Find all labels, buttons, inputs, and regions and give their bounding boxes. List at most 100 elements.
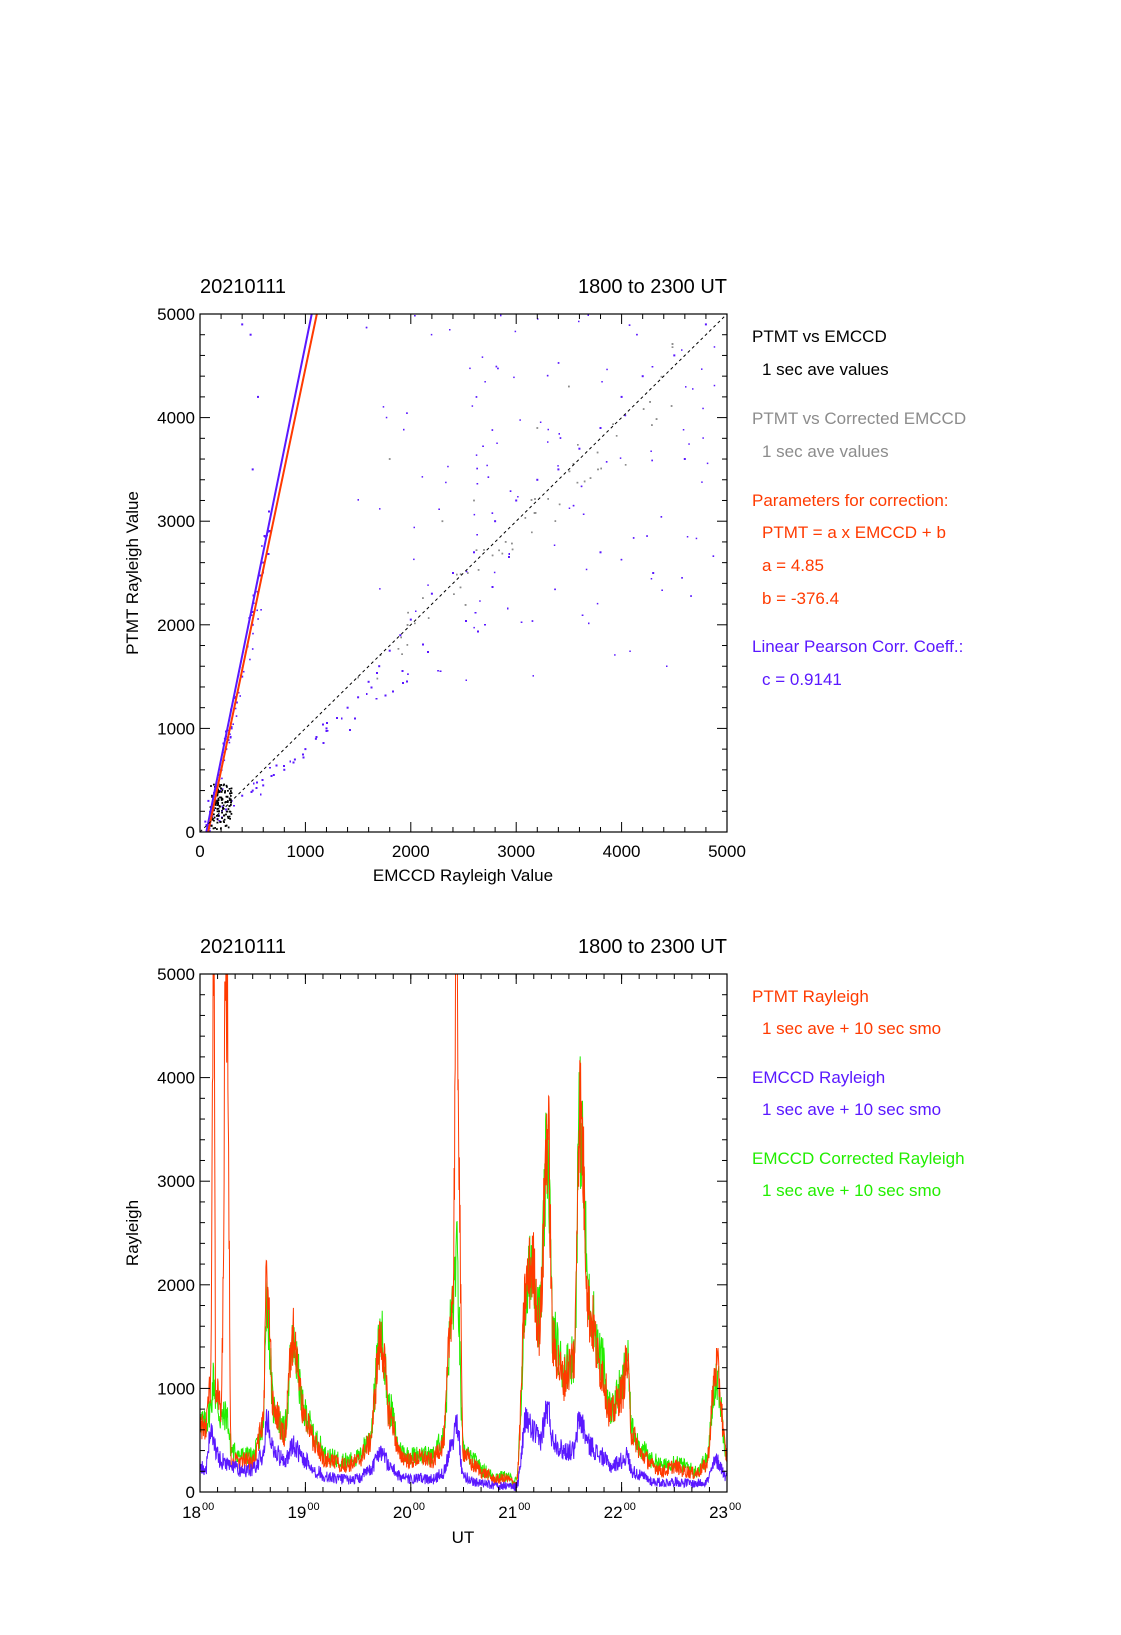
scatter-point-raw bbox=[228, 805, 231, 808]
scatter-point bbox=[354, 717, 356, 720]
scatter-point bbox=[632, 537, 635, 539]
scatter-point bbox=[263, 535, 266, 537]
scatter-point bbox=[257, 618, 259, 620]
scatter-point bbox=[289, 760, 291, 763]
scatter-point-raw bbox=[224, 825, 227, 827]
scatter-point bbox=[370, 686, 373, 689]
scatter-point bbox=[513, 376, 515, 379]
scatter-point bbox=[596, 602, 599, 605]
scatter-point bbox=[272, 774, 275, 776]
scatter-point bbox=[407, 673, 409, 675]
scatter-point-raw bbox=[214, 804, 217, 806]
scatter-point-corrected bbox=[401, 653, 403, 655]
scatter-point bbox=[268, 510, 270, 513]
scatter-point bbox=[508, 556, 510, 558]
scatter-point-corrected bbox=[651, 424, 653, 426]
scatter-point bbox=[262, 784, 265, 787]
scatter-point bbox=[233, 805, 235, 807]
scatter-point bbox=[325, 727, 328, 730]
scatter-point bbox=[681, 577, 683, 579]
scatter-point bbox=[256, 781, 258, 784]
scatter-point bbox=[686, 536, 689, 538]
scatter-point bbox=[620, 395, 623, 398]
scatter-point bbox=[251, 611, 254, 613]
scatter-point bbox=[427, 584, 429, 586]
scatter-point bbox=[227, 729, 230, 732]
scatter-point-raw bbox=[211, 794, 213, 797]
scatter-point-raw bbox=[225, 784, 228, 787]
scatter-point-raw bbox=[211, 818, 214, 821]
scatter-point-corrected bbox=[589, 477, 592, 479]
scatter-point bbox=[508, 553, 510, 555]
scatter-point bbox=[232, 723, 234, 725]
y-tick-label: 1000 bbox=[157, 719, 195, 738]
scatter-plot-area bbox=[200, 314, 727, 836]
scatter-point-raw bbox=[223, 821, 225, 823]
scatter-point bbox=[215, 787, 218, 789]
scatter-point-raw bbox=[222, 804, 225, 807]
scatter-point-raw bbox=[220, 787, 223, 790]
scatter-point bbox=[219, 790, 221, 792]
y-tick-label: 0 bbox=[186, 823, 195, 842]
scatter-point bbox=[473, 513, 476, 516]
scatter-point bbox=[582, 513, 585, 515]
scatter-point bbox=[651, 366, 654, 368]
scatter-point bbox=[346, 706, 349, 709]
scatter-point bbox=[619, 457, 622, 459]
scatter-point-raw bbox=[230, 790, 232, 792]
scatter-point-cloud bbox=[204, 314, 716, 836]
scatter-point bbox=[517, 496, 519, 498]
scatter-point bbox=[475, 396, 478, 398]
scatter-point bbox=[578, 320, 580, 323]
scatter-point-raw bbox=[227, 815, 229, 818]
scatter-point bbox=[692, 388, 694, 390]
scatter-time-range-label: 1800 to 2300 UT bbox=[578, 276, 727, 298]
scatter-point bbox=[249, 658, 251, 661]
scatter-point bbox=[384, 694, 387, 697]
scatter-point bbox=[422, 643, 424, 646]
scatter-point-raw bbox=[216, 821, 219, 824]
scatter-point bbox=[260, 609, 262, 611]
scatter-point-raw bbox=[219, 785, 221, 788]
scatter-point-corrected bbox=[524, 517, 527, 519]
scatter-point bbox=[223, 759, 226, 762]
scatter-point-corrected bbox=[414, 622, 416, 625]
scatter-point-corrected bbox=[533, 512, 536, 514]
scatter-point bbox=[482, 445, 484, 447]
scatter-point-raw bbox=[230, 795, 232, 797]
scatter-point bbox=[326, 722, 328, 724]
scatter-point-raw bbox=[227, 817, 230, 819]
scatter-point bbox=[666, 665, 668, 667]
scatter-point-raw bbox=[230, 798, 232, 801]
scatter-point-raw bbox=[217, 799, 220, 801]
scatter-point-corrected bbox=[422, 597, 424, 599]
scatter-point bbox=[260, 793, 262, 796]
scatter-point-corrected bbox=[453, 593, 455, 595]
scatter-point bbox=[237, 691, 240, 694]
scatter-point bbox=[413, 558, 415, 561]
scatter-point bbox=[651, 459, 653, 462]
scatter-point-raw bbox=[221, 811, 223, 814]
scatter-point bbox=[519, 419, 521, 421]
scatter-point-corrected bbox=[600, 467, 602, 470]
scatter-point bbox=[228, 741, 231, 744]
scatter-point-corrected bbox=[498, 549, 500, 552]
scatter-point-corrected bbox=[456, 573, 458, 576]
scatter-point-corrected bbox=[642, 408, 645, 410]
scatter-point bbox=[536, 478, 539, 481]
scatter-point bbox=[568, 507, 571, 509]
scatter-point bbox=[532, 675, 534, 677]
scatter-point bbox=[375, 698, 378, 700]
scatter-point-corrected bbox=[554, 520, 557, 522]
scatter-point bbox=[241, 794, 244, 797]
scatter-point-corrected bbox=[464, 604, 467, 606]
scatter-point bbox=[242, 670, 245, 673]
scatter-point-raw bbox=[220, 799, 223, 801]
scatter-point bbox=[208, 834, 210, 836]
scatter-point-raw bbox=[227, 826, 230, 829]
scatter-point-corrected bbox=[612, 423, 614, 425]
scatter-point bbox=[557, 468, 560, 471]
scatter-point bbox=[249, 333, 252, 336]
scatter-point-corrected bbox=[536, 427, 539, 429]
